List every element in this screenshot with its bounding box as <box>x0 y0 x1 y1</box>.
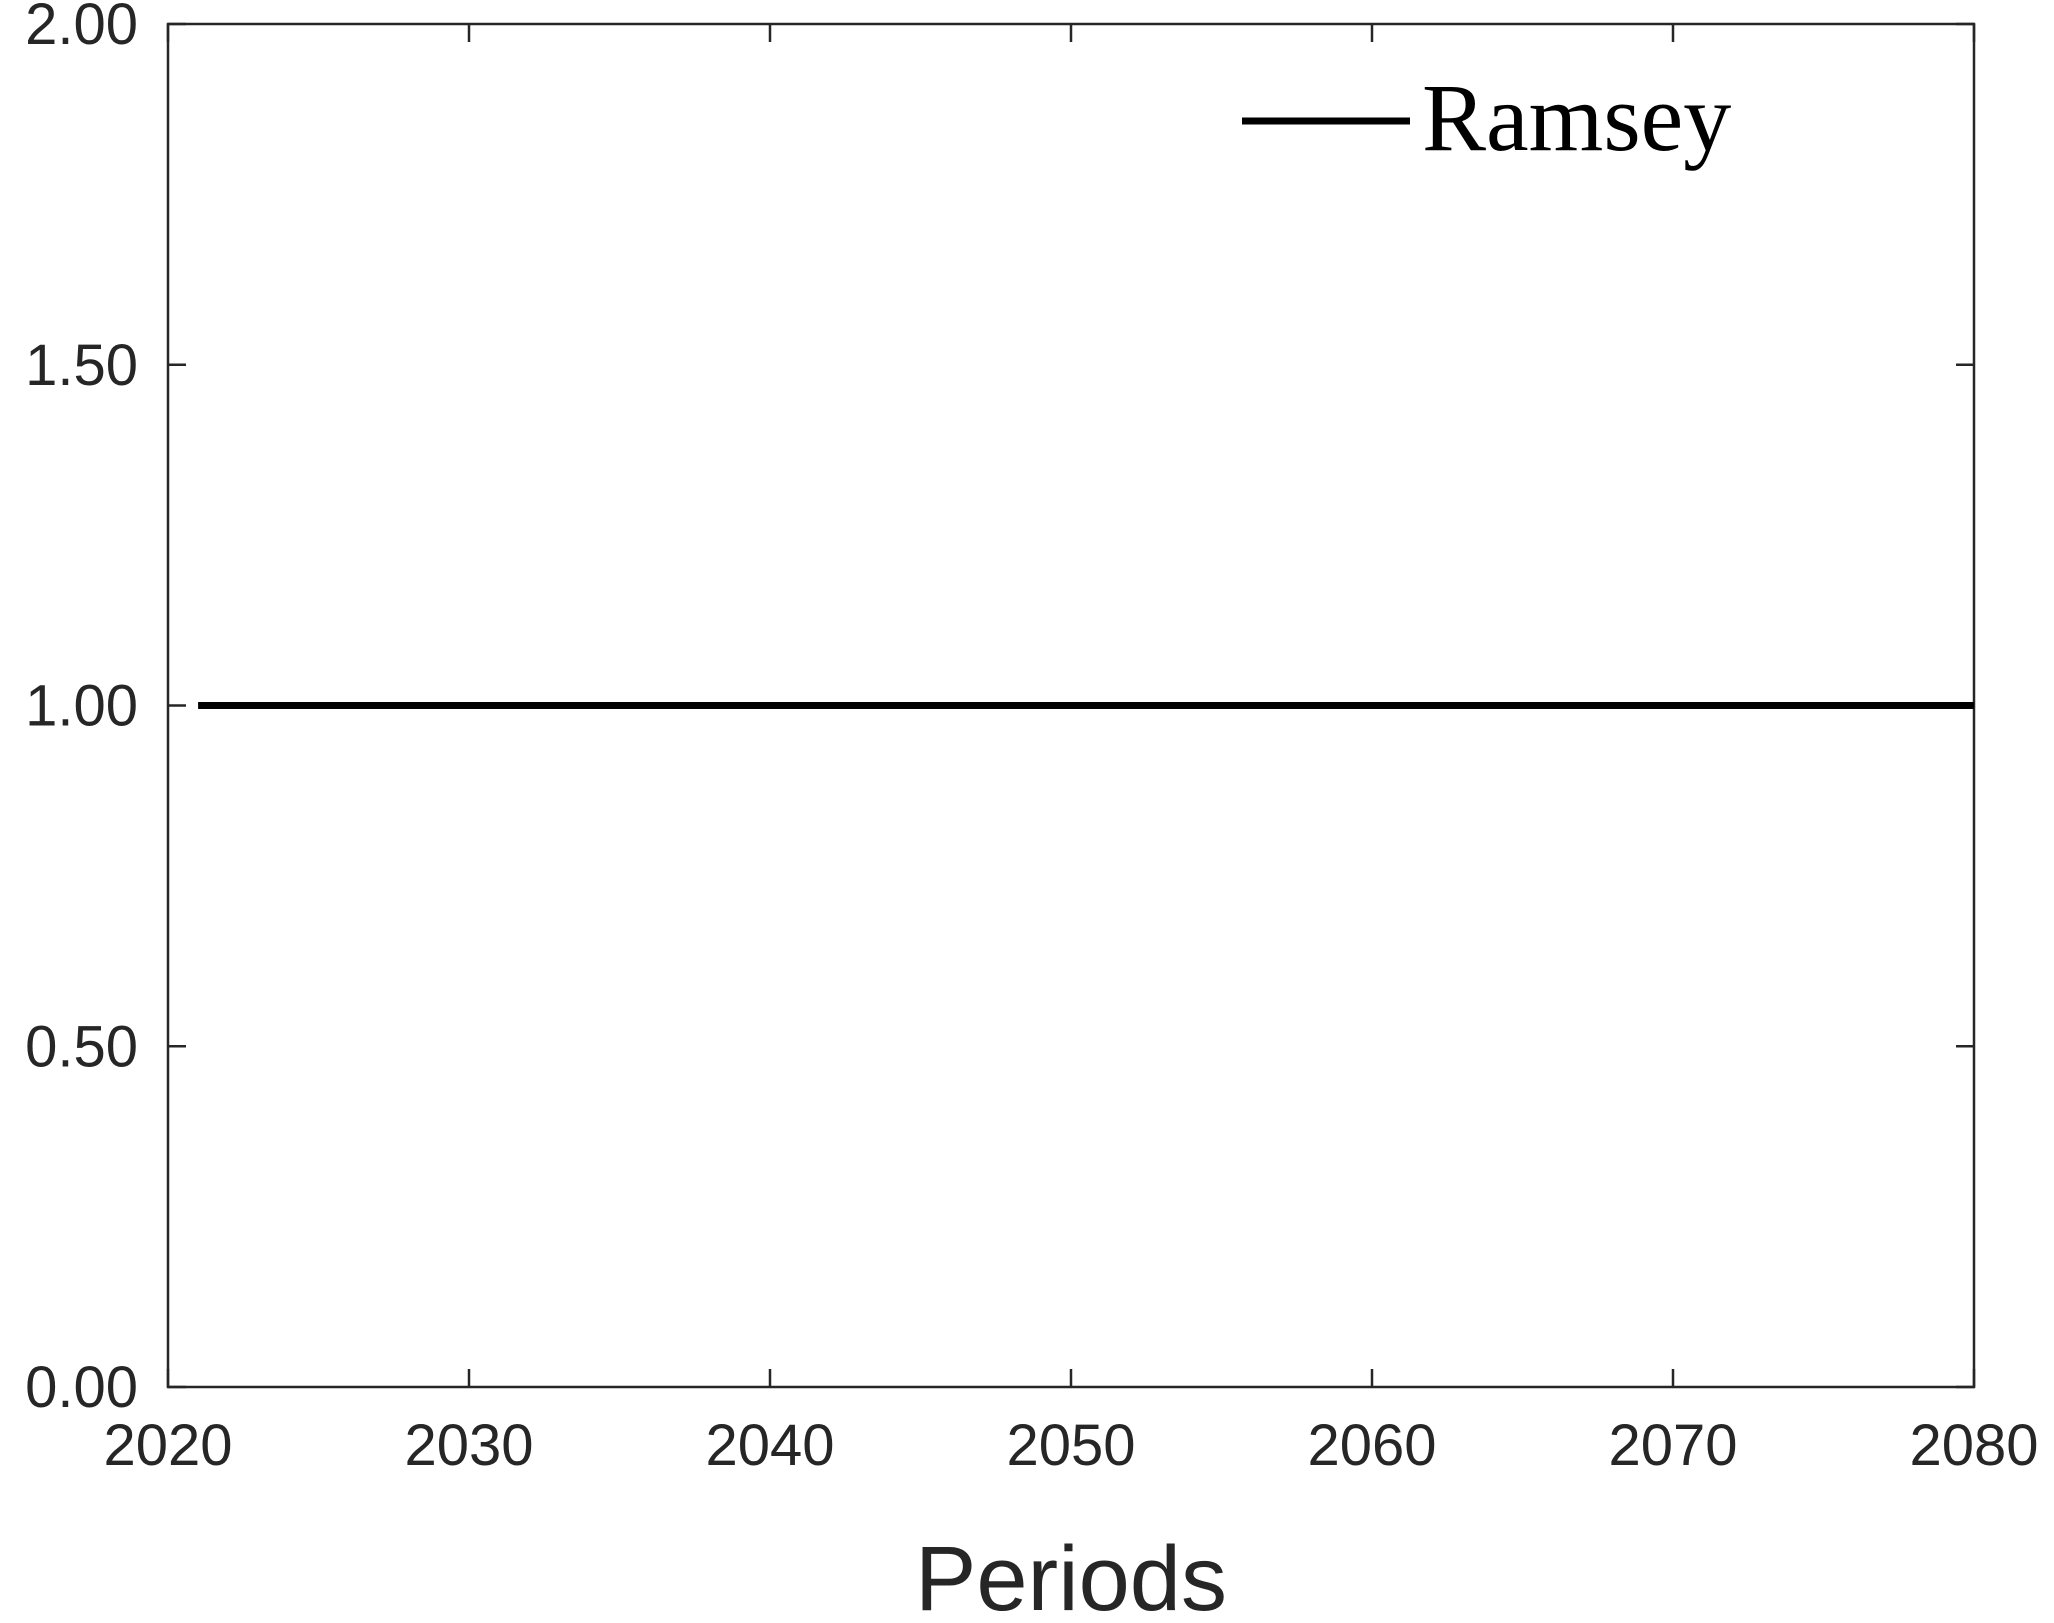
legend-label-ramsey: Ramsey <box>1422 64 1731 171</box>
x-tick-label: 2030 <box>404 1413 533 1478</box>
x-axis-label: Periods <box>915 1528 1227 1623</box>
y-tick-label: 1.50 <box>25 333 138 398</box>
x-tick-label: 2050 <box>1006 1413 1135 1478</box>
x-tick-label: 2080 <box>1909 1413 2038 1478</box>
y-tick-label: 1.00 <box>25 674 138 739</box>
y-tick-label: 2.00 <box>25 0 138 57</box>
x-tick-label: 2070 <box>1608 1413 1737 1478</box>
x-tick-label: 2060 <box>1307 1413 1436 1478</box>
y-tick-label: 0.50 <box>25 1014 138 1079</box>
y-tick-label: 0.00 <box>25 1355 138 1420</box>
x-tick-label: 2040 <box>705 1413 834 1478</box>
x-axis-ticks: 2020 2030 2040 2050 2060 2070 2080 <box>103 24 2039 1478</box>
x-tick-label: 2020 <box>103 1413 232 1478</box>
legend: Ramsey <box>1242 64 1731 171</box>
y-axis-ticks: 0.00 0.50 1.00 1.50 2.00 <box>25 0 1974 1420</box>
